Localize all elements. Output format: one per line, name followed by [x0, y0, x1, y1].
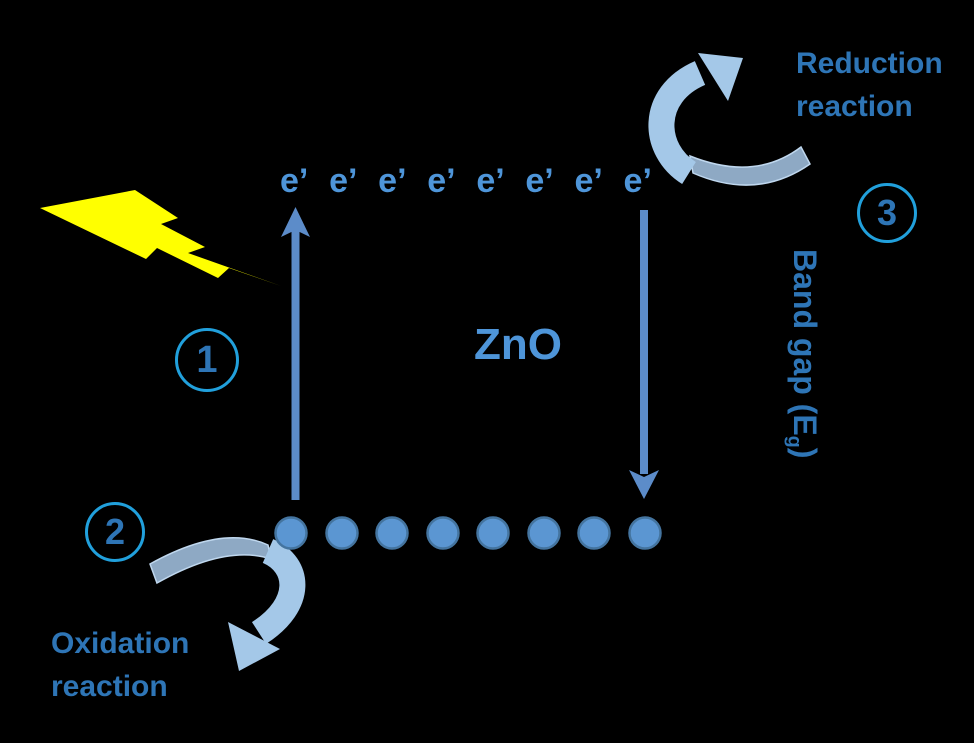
lightning-bolt-icon: [40, 190, 281, 286]
oxidation-label-line2: reaction: [51, 670, 168, 703]
electron-dot: [577, 516, 611, 550]
reduction-label-line1: Reduction: [796, 47, 943, 80]
oxidation-arrowhead: [228, 622, 280, 671]
oxidation-reaction-label: Oxidation reaction: [51, 622, 189, 708]
band-gap-arrow-shaft: [640, 210, 648, 474]
electron-dot: [476, 516, 510, 550]
valence-band-dots: [274, 516, 662, 550]
reduction-arrow-body: [648, 61, 706, 185]
excitation-arrow-icon: [281, 207, 310, 500]
oxidation-arrow-underside: [149, 537, 273, 585]
electron-dot: [325, 516, 359, 550]
oxidation-label-line1: Oxidation: [51, 627, 190, 660]
band-gap-text: Band gap (E: [787, 249, 823, 436]
electron-label: e’: [378, 162, 407, 200]
step-1-number: 1: [196, 338, 218, 381]
reduction-reaction-label: Reduction reaction: [796, 42, 943, 128]
excitation-arrowhead: [281, 207, 310, 237]
electron-label: e’: [574, 162, 603, 200]
electron-label: e’: [280, 162, 309, 200]
band-gap-close-paren: ): [787, 447, 823, 459]
electron-dot: [527, 516, 561, 550]
electron-dot: [426, 516, 460, 550]
band-gap-label: Band gap (Eg): [782, 249, 823, 458]
conduction-band-electrons: e’ e’ e’ e’ e’ e’ e’ e’: [280, 162, 652, 201]
band-gap-arrow-icon: [629, 210, 659, 499]
step-2-number: 2: [104, 511, 126, 552]
electron-label: e’: [329, 162, 358, 200]
oxidation-curved-arrow-icon: [149, 537, 306, 671]
excitation-arrow-shaft: [291, 230, 300, 500]
electron-label: e’: [525, 162, 554, 200]
electron-dot: [274, 516, 308, 550]
band-gap-subscript: g: [783, 435, 806, 448]
electron-label: e’: [476, 162, 505, 200]
band-gap-arrowhead: [629, 470, 659, 499]
step-1-badge: 1: [175, 328, 239, 392]
reduction-arrowhead: [698, 53, 743, 101]
step-2-badge: 2: [85, 502, 145, 562]
oxidation-arrow-body: [251, 539, 306, 644]
step-3-badge: 3: [857, 183, 917, 243]
step-3-number: 3: [876, 192, 898, 233]
reduction-arrow-underside: [689, 145, 811, 186]
reduction-curved-arrow-icon: [648, 53, 811, 186]
electron-dot: [375, 516, 409, 550]
electron-label: e’: [427, 162, 456, 200]
electron-dot: [628, 516, 662, 550]
reduction-label-line2: reaction: [796, 90, 913, 123]
electron-label: e’: [623, 162, 652, 200]
material-label: ZnO: [474, 320, 562, 369]
